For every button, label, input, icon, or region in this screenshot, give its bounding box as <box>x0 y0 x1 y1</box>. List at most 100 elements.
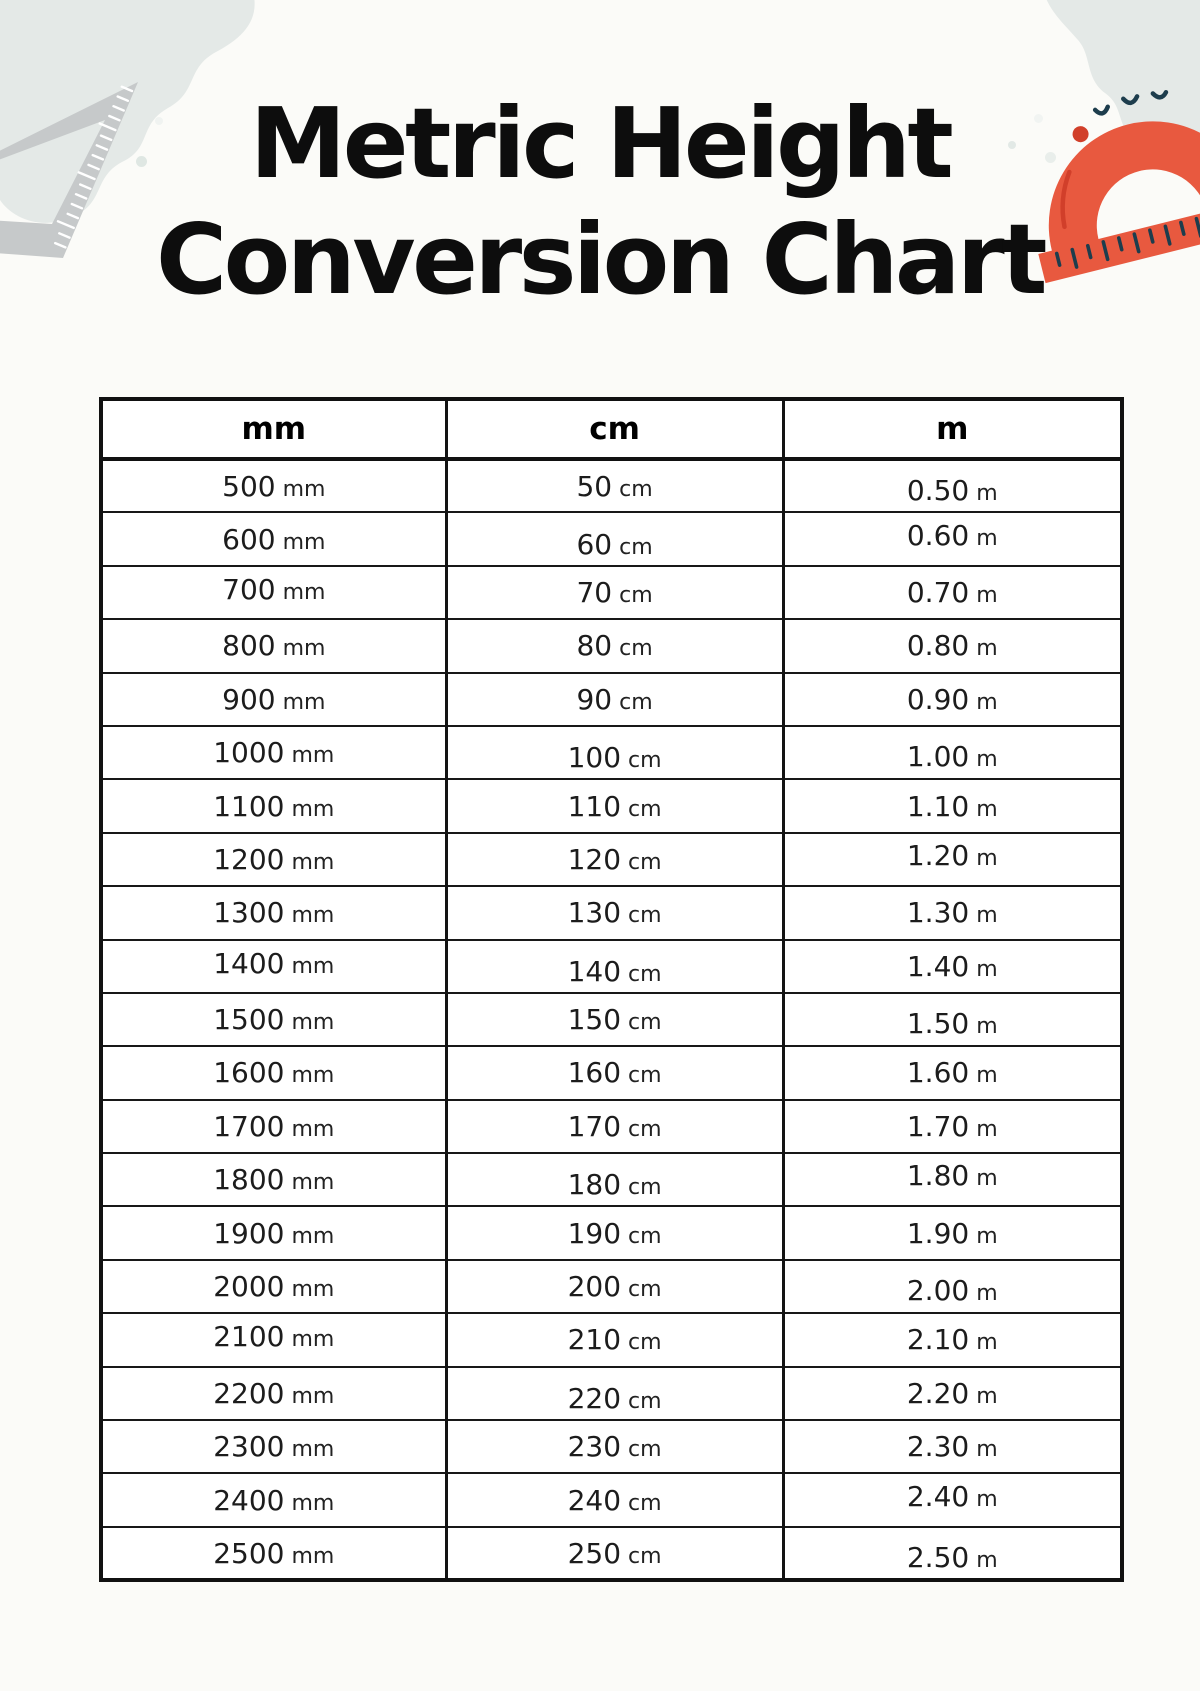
table-row: 800 mm 80 cm 0.80 m <box>101 618 1122 673</box>
table-cell: 1700 mm <box>101 1098 447 1154</box>
table-cell: 230 cm <box>444 1419 784 1474</box>
table-row: 1900 mm 190 cm 1.90 m <box>101 1205 1122 1260</box>
table-cell: 170 cm <box>444 1098 784 1154</box>
table-row: 1100 mm 110 cm 1.10 m <box>101 778 1122 833</box>
dot-decoration <box>136 156 147 167</box>
table-cell: 2.00 m <box>781 1258 1122 1314</box>
table-cell: 2500 mm <box>101 1525 447 1581</box>
header-row: mm cm m <box>101 399 1122 461</box>
table-cell: 2000 mm <box>101 1258 447 1314</box>
table-row: 2400 mm 240 cm 2.40 m <box>101 1472 1122 1527</box>
table-cell: 190 cm <box>444 1205 784 1260</box>
table-cell: 2200 mm <box>101 1365 447 1421</box>
table-cell: 1400 mm <box>101 938 447 993</box>
table-row: 1700 mm 170 cm 1.70 m <box>101 1098 1122 1154</box>
table-cell: 2.20 m <box>781 1365 1122 1421</box>
table-cell: 0.90 m <box>781 671 1122 726</box>
table-cell: 1600 mm <box>101 1045 447 1100</box>
table-cell: 1900 mm <box>101 1205 447 1260</box>
table-cell: 1.70 m <box>781 1098 1122 1154</box>
dot-decoration <box>1045 152 1056 163</box>
table-cell: 1.50 m <box>781 991 1122 1047</box>
table-cell: 1500 mm <box>101 991 447 1047</box>
table-cell: 240 cm <box>444 1472 784 1527</box>
table-cell: 180 cm <box>444 1152 784 1207</box>
table-row: 700 mm 70 cm 0.70 m <box>101 564 1122 620</box>
header-cell-mm: mm <box>101 399 447 461</box>
table-cell: 200 cm <box>444 1258 784 1314</box>
page-title: Metric Height Conversion Chart <box>0 86 1200 318</box>
table-cell: 90 cm <box>444 671 784 726</box>
table-cell: 70 cm <box>444 564 784 620</box>
table-cell: 130 cm <box>444 885 784 940</box>
table-row: 900 mm 90 cm 0.90 m <box>101 671 1122 726</box>
table-cell: 160 cm <box>444 1045 784 1100</box>
dot-decoration <box>1034 114 1043 123</box>
table-cell: 600 mm <box>101 511 447 566</box>
table-cell: 1000 mm <box>101 724 447 780</box>
table-cell: 2400 mm <box>101 1472 447 1527</box>
table-cell: 2.10 m <box>781 1312 1122 1367</box>
table-cell: 1.60 m <box>781 1045 1122 1100</box>
table-cell: 1.80 m <box>781 1152 1122 1207</box>
table-cell: 700 mm <box>101 564 447 620</box>
table-cell: 110 cm <box>444 778 784 833</box>
table-row: 1800 mm 180 cm 1.80 m <box>101 1152 1122 1207</box>
conversion-table-header: mm cm m <box>101 399 1122 461</box>
table-cell: 0.50 m <box>781 459 1122 513</box>
table-cell: 900 mm <box>101 671 447 726</box>
table-cell: 2100 mm <box>101 1312 447 1367</box>
table-row: 600 mm 60 cm 0.60 m <box>101 511 1122 566</box>
table-cell: 1.20 m <box>781 831 1122 887</box>
table-cell: 2.30 m <box>781 1419 1122 1474</box>
table-row: 2000 mm 200 cm 2.00 m <box>101 1258 1122 1314</box>
table-row: 1000 mm 100 cm 1.00 m <box>101 724 1122 780</box>
table-cell: 2.50 m <box>781 1525 1122 1581</box>
table-cell: 2.40 m <box>781 1472 1122 1527</box>
table-row: 1200 mm 120 cm 1.20 m <box>101 831 1122 887</box>
table-row: 1600 mm 160 cm 1.60 m <box>101 1045 1122 1100</box>
table-cell: 1.30 m <box>781 885 1122 940</box>
header-cell-m: m <box>781 399 1122 461</box>
table-row: 500 mm 50 cm 0.50 m <box>101 459 1122 513</box>
table-cell: 1200 mm <box>101 831 447 887</box>
dot-decoration <box>155 117 163 125</box>
table-cell: 220 cm <box>444 1365 784 1421</box>
table-cell: 80 cm <box>444 618 784 673</box>
table-cell: 800 mm <box>101 618 447 673</box>
table-cell: 250 cm <box>444 1525 784 1581</box>
table-cell: 210 cm <box>444 1312 784 1367</box>
table-cell: 1.00 m <box>781 724 1122 780</box>
table-cell: 120 cm <box>444 831 784 887</box>
table-cell: 60 cm <box>444 511 784 566</box>
page-title-line1: Metric Height <box>249 87 954 200</box>
table-row: 1300 mm 130 cm 1.30 m <box>101 885 1122 940</box>
table-row: 2200 mm 220 cm 2.20 m <box>101 1365 1122 1421</box>
table-cell: 2300 mm <box>101 1419 447 1474</box>
table-cell: 1300 mm <box>101 885 447 940</box>
table-cell: 1.90 m <box>781 1205 1122 1260</box>
table-cell: 140 cm <box>444 938 784 993</box>
table-cell: 1100 mm <box>101 778 447 833</box>
table-cell: 500 mm <box>222 469 326 503</box>
table-cell: 100 cm <box>444 724 784 780</box>
table-row: 2100 mm 210 cm 2.10 m <box>101 1312 1122 1367</box>
table-row: 1400 mm 140 cm 1.40 m <box>101 938 1122 993</box>
page-title-line2: Conversion Chart <box>155 203 1048 316</box>
table-cell: 0.70 m <box>781 564 1122 620</box>
table-cell: 150 cm <box>444 991 784 1047</box>
header-cell-cm: cm <box>444 399 784 461</box>
table-cell: 0.80 m <box>781 618 1122 673</box>
table-cell: 0.60 m <box>781 511 1122 566</box>
table-cell: 1800 mm <box>101 1152 447 1207</box>
table-cell: 1.10 m <box>781 778 1122 833</box>
table-cell: 1.40 m <box>781 938 1122 993</box>
table-row: 2500 mm 250 cm 2.50 m <box>101 1525 1122 1581</box>
table-row: 2300 mm 230 cm 2.30 m <box>101 1419 1122 1474</box>
table-cell: 50 cm <box>444 459 784 513</box>
table-row: 1500 mm 150 cm 1.50 m <box>101 991 1122 1047</box>
conversion-table-body: 500 mm 50 cm 0.50 m 600 mm 60 cm 0.60 m 700 mm 70 cm 0.7… <box>101 459 1122 1581</box>
conversion-table: mm cm m 500 mm 50 cm 0.50 m 600 mm 60 cm 0.60 m 700 m… <box>99 397 1124 1583</box>
dot-decoration <box>1008 141 1016 149</box>
